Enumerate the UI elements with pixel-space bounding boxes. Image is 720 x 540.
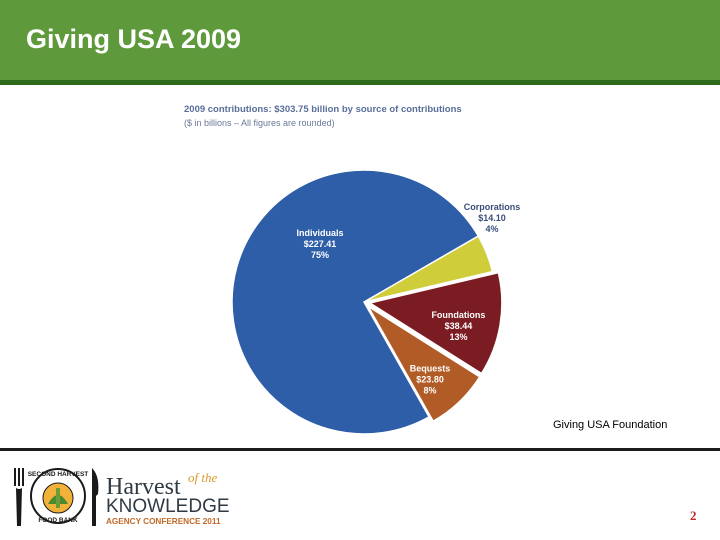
knife-icon	[92, 468, 99, 526]
source-credit: Giving USA Foundation	[553, 419, 668, 431]
slice-bequests-label-name: Bequests	[410, 363, 451, 373]
slice-individuals-label-name: Individuals	[296, 228, 343, 238]
chart-subtitle: ($ in billions – All figures are rounded…	[184, 118, 335, 128]
slice-corporations-label-value: $14.10	[478, 213, 506, 223]
slice-corporations-label-percent: 4%	[485, 224, 498, 234]
pie-slice-foundations	[368, 271, 503, 375]
food-bank-badge-icon	[30, 468, 86, 524]
logo-script-word: of the	[188, 470, 217, 485]
header-divider	[0, 80, 720, 85]
slice-corporations-label-name: Corporations	[464, 202, 521, 212]
badge-text-top: SECOND HARVEST	[28, 471, 89, 478]
pie-slice-bequests	[367, 305, 481, 423]
logo-word-knowledge: KNOWLEDGE	[106, 496, 230, 517]
page-number: 2	[690, 508, 697, 523]
chart-title: 2009 contributions: $303.75 billion by s…	[184, 104, 462, 115]
slide-title: Giving USA 2009	[26, 24, 242, 54]
badge-text-bottom: FOOD BANK	[38, 517, 78, 524]
slice-bequests-label-percent: 8%	[424, 385, 437, 395]
slice-foundations-label-value: $38.44	[445, 321, 473, 331]
logo-word-harvest: Harvest	[106, 474, 181, 500]
header-bar	[0, 0, 720, 80]
slice-foundations-label-percent: 13%	[449, 332, 467, 342]
slice-individuals-label-value: $227.41	[304, 239, 337, 249]
fork-icon	[14, 468, 24, 526]
slice-foundations-label-name: Foundations	[431, 310, 485, 320]
conference-logo: SECOND HARVEST FOOD BANK Harvest of the …	[14, 468, 230, 526]
slice-bequests-label-value: $23.80	[416, 374, 444, 384]
footer-divider	[0, 448, 720, 451]
logo-conference-line: AGENCY CONFERENCE 2011	[106, 517, 221, 526]
pie-slice-individuals	[231, 169, 480, 435]
slice-individuals-label-percent: 75%	[311, 250, 329, 260]
